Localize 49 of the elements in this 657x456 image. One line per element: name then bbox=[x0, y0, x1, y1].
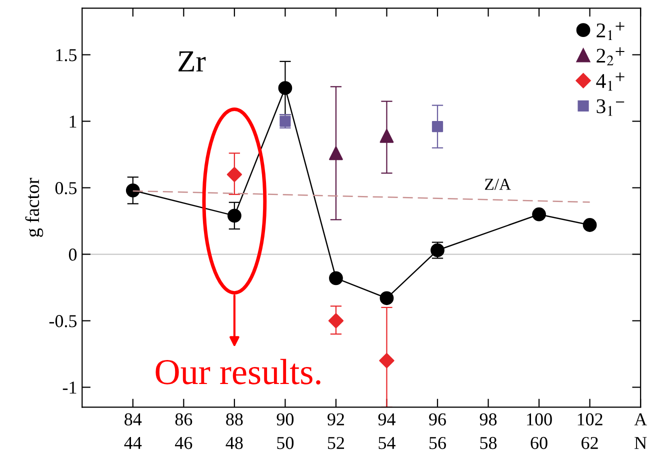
point bbox=[329, 146, 343, 160]
legend-label: 2$_{1}$$^{+}$ bbox=[596, 22, 624, 40]
x2-tick-label: N bbox=[634, 437, 647, 449]
x-tick-label: 100 bbox=[527, 413, 552, 426]
x-tick-label: 90 bbox=[276, 413, 294, 426]
x-tick-label: 98 bbox=[480, 413, 497, 426]
point bbox=[226, 166, 242, 182]
x2-tick-label: 60 bbox=[530, 436, 548, 450]
point bbox=[227, 208, 242, 223]
y-tick-label: 1.5 bbox=[56, 49, 77, 62]
x-tick-label: 92 bbox=[328, 413, 344, 426]
x-tick-label: 84 bbox=[124, 413, 142, 426]
y-tick-label: 0.5 bbox=[55, 182, 77, 194]
x2-tick-label: 62 bbox=[582, 436, 598, 450]
y-tick-label: -1 bbox=[62, 382, 76, 394]
x2-tick-label: 50 bbox=[277, 436, 294, 450]
y-tick-label: 1 bbox=[70, 116, 76, 128]
x-tick-label: 86 bbox=[175, 413, 192, 426]
x2-tick-label: 48 bbox=[226, 436, 243, 450]
point bbox=[380, 128, 394, 143]
y-axis-title: g factor bbox=[25, 178, 44, 237]
legend-label: 2$_{2}$$^{+}$ bbox=[596, 47, 624, 66]
legend-label: 3$_{1}$$^{−}$ bbox=[596, 99, 624, 116]
point bbox=[582, 218, 597, 232]
x-tick-label: 94 bbox=[378, 413, 396, 426]
annotation: Zr bbox=[178, 51, 206, 72]
y-tick-label: 0 bbox=[68, 248, 77, 261]
point bbox=[379, 353, 394, 368]
x2-tick-label: 52 bbox=[328, 436, 344, 450]
x2-tick-label: 58 bbox=[480, 436, 497, 450]
x2-tick-label: 46 bbox=[174, 436, 192, 450]
x-tick-label: A bbox=[634, 413, 647, 426]
x2-tick-label: 44 bbox=[124, 437, 142, 449]
point bbox=[126, 183, 140, 198]
point bbox=[328, 313, 344, 328]
point bbox=[432, 121, 444, 132]
point bbox=[532, 207, 546, 222]
point bbox=[278, 81, 292, 95]
legend-label: 4$_{1}$$^{+}$ bbox=[596, 72, 624, 91]
annotation: Our results. bbox=[156, 358, 320, 384]
annotation: Z/A bbox=[485, 178, 511, 190]
x-tick-label: 96 bbox=[429, 413, 446, 426]
x2-tick-label: 54 bbox=[378, 437, 396, 450]
point bbox=[380, 291, 394, 306]
x-tick-label: 102 bbox=[578, 413, 602, 426]
point bbox=[329, 271, 343, 286]
y-tick-label: -0.5 bbox=[49, 315, 77, 328]
x-tick-label: 88 bbox=[226, 413, 243, 426]
x2-tick-label: 56 bbox=[430, 436, 446, 450]
